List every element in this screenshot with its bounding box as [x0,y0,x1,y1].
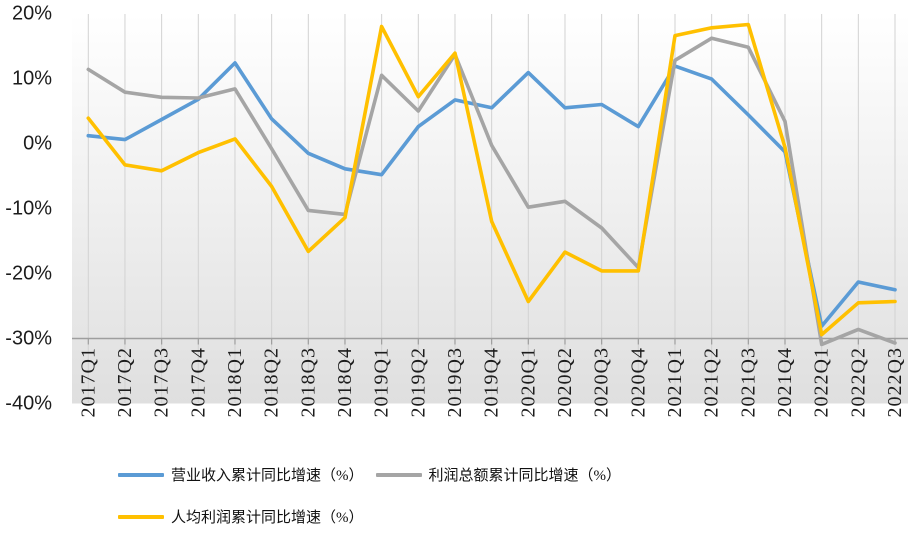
series-line-per-capita-profit [86,22,897,337]
x-axis-label: 2020Q1 [517,347,539,417]
legend-row-2: 人均利润累计同比增速（%） [118,506,621,527]
legend: 营业收入累计同比增速（%） 利润总额累计同比增速（%） 人均利润累计同比增速（%… [118,464,621,527]
legend-label-per-capita-profit: 人均利润累计同比增速（%） [171,510,364,526]
x-axis-label: 2022Q3 [884,347,906,417]
y-axis-label: -20% [5,263,52,285]
y-axis-label: 0% [23,133,52,155]
x-axis-label: 2021Q2 [701,347,723,417]
y-axis-label: -30% [5,328,52,350]
x-axis-label: 2017Q2 [114,347,136,417]
y-axis-label: 20% [12,3,52,25]
x-axis-label: 2019Q1 [371,347,393,417]
legend-item-total-profit: 利润总额累计同比增速（%） [375,464,622,485]
x-axis-label: 2021Q4 [774,347,796,417]
x-axis-label: 2020Q4 [627,347,649,417]
x-axis-label: 2018Q3 [297,347,319,417]
x-axis-label: 2017Q4 [187,347,209,417]
x-axis-label: 2021Q3 [737,347,759,417]
x-axis-label: 2019Q4 [481,347,503,417]
x-axis-label: 2021Q1 [664,347,686,417]
series-line-total-profit [86,36,897,347]
legend-line-sample-total-profit [375,472,422,477]
line-chart: 20% 10% 0% -10% -20% -30% -40% 2017Q1 2017Q2 2017… [5,3,908,417]
legend-item-per-capita-profit: 人均利润累计同比增速（%） [118,506,364,527]
x-axis-label: 2020Q3 [591,347,613,417]
legend-line-sample-revenue [118,472,164,477]
legend-row-1: 营业收入累计同比增速（%） 利润总额累计同比增速（%） [118,464,621,485]
y-axis-label: 10% [12,68,52,90]
x-axis-label: 2017Q3 [151,347,173,417]
x-axis-label: 2020Q2 [554,347,576,417]
x-axis-label: 2019Q2 [407,347,429,417]
x-axis-label: 2018Q2 [261,347,283,417]
series-line-revenue [86,61,897,328]
x-axis-label: 2018Q4 [334,347,356,417]
legend-label-revenue: 营业收入累计同比增速（%） [171,468,364,484]
y-axis-label: -40% [5,393,52,415]
legend-item-revenue: 营业收入累计同比增速（%） [118,464,364,485]
x-axis-label: 2022Q1 [811,347,833,417]
x-axis-label: 2017Q1 [77,347,99,417]
y-axis-label: -10% [5,198,52,220]
x-axis-label: 2019Q3 [444,347,466,417]
x-axis-label: 2018Q1 [224,347,246,417]
legend-label-total-profit: 利润总额累计同比增速（%） [428,468,622,484]
x-axis-label: 2022Q2 [847,347,869,417]
legend-line-sample-per-capita-profit [118,514,164,519]
